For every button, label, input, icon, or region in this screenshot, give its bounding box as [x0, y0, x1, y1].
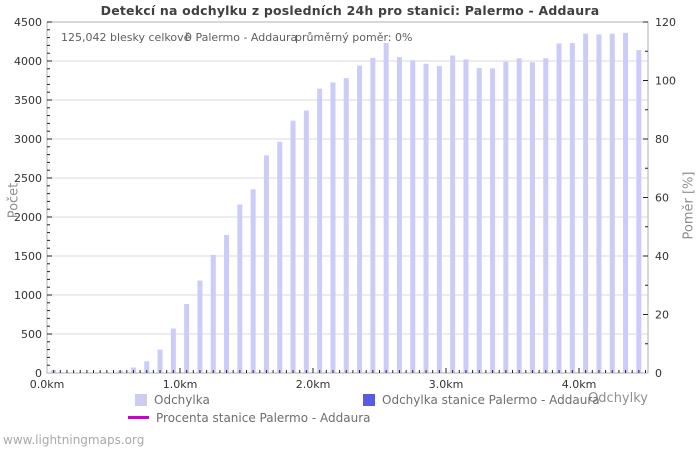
left-tick-label: 1000: [14, 289, 42, 302]
bar: [636, 50, 642, 374]
bar: [623, 32, 629, 374]
station-odchylka-swatch-icon: [363, 394, 375, 406]
legend-item-odchylka: Odchylka: [135, 393, 210, 407]
bar: [277, 141, 283, 373]
bar: [543, 58, 549, 374]
bar: [609, 33, 615, 373]
bar: [263, 155, 269, 373]
bar: [569, 43, 575, 374]
bar: [476, 68, 482, 374]
x-axis-title: Odchylky: [588, 391, 648, 406]
bar: [144, 361, 150, 373]
bar: [529, 62, 535, 374]
right-tick-label: 20: [655, 309, 669, 322]
x-tick-label: 1.0km: [163, 378, 198, 391]
legend-label: Odchylka stanice Palermo - Addaura: [382, 393, 600, 407]
chart-title: Detekcí na odchylku z posledních 24h pro…: [100, 3, 600, 18]
bar: [450, 55, 456, 373]
bar: [303, 110, 309, 373]
bar: [290, 120, 296, 373]
bar: [210, 254, 216, 373]
station-percent-line-icon: [128, 416, 149, 419]
station-count-label: 0 Palermo - Addaura: [185, 31, 298, 44]
bar: [503, 61, 509, 373]
bar: [237, 204, 243, 373]
left-tick-label: 0: [35, 367, 42, 380]
left-tick-label: 4500: [14, 16, 42, 29]
right-tick-label: 100: [655, 75, 676, 88]
x-tick-label: 3.0km: [429, 378, 464, 391]
bar: [370, 57, 376, 373]
right-tick-label: 80: [655, 133, 669, 146]
right-tick-label: 120: [655, 16, 676, 29]
bar: [184, 303, 190, 373]
legend-item-station-odchylka: Odchylka stanice Palermo - Addaura: [363, 393, 600, 407]
x-tick-label: 0.0km: [30, 378, 65, 391]
bar: [197, 280, 203, 373]
left-tick-label: 500: [21, 328, 42, 341]
bar: [224, 234, 230, 373]
bar: [396, 57, 402, 373]
bar: [596, 34, 602, 373]
bar: [423, 63, 429, 373]
right-tick-label: 0: [655, 367, 662, 380]
left-axis-title: Počet: [6, 182, 22, 219]
right-axis-title: Poměr [%]: [681, 171, 697, 240]
bar: [490, 68, 496, 373]
left-tick-label: 4000: [14, 55, 42, 68]
bar: [317, 88, 323, 373]
watermark-url: www.lightningmaps.org: [3, 433, 145, 447]
legend-item-station-percent: Procenta stanice Palermo - Addaura: [128, 411, 371, 425]
total-strikes-label: 125,042 blesky celkově: [61, 31, 191, 44]
left-tick-label: 3500: [14, 94, 42, 107]
bar: [330, 82, 336, 373]
left-tick-label: 2000: [14, 211, 42, 224]
bar: [383, 43, 389, 374]
legend-label: Procenta stanice Palermo - Addaura: [156, 411, 371, 425]
odchylka-swatch-icon: [135, 394, 147, 406]
legend-label: Odchylka: [154, 393, 210, 407]
bar: [170, 328, 176, 373]
x-tick-label: 4.0km: [562, 378, 597, 391]
bar: [343, 78, 349, 373]
bar: [157, 349, 163, 373]
bar: [436, 66, 442, 373]
left-tick-label: 3000: [14, 133, 42, 146]
bar: [410, 60, 416, 373]
x-tick-label: 2.0km: [296, 378, 331, 391]
bar: [583, 33, 589, 373]
bar: [357, 65, 363, 374]
bar: [516, 58, 522, 374]
right-tick-label: 40: [655, 250, 669, 263]
left-tick-label: 1500: [14, 250, 42, 263]
bar: [556, 43, 562, 373]
bar: [250, 189, 256, 373]
bar: [463, 59, 469, 373]
right-tick-label: 60: [655, 192, 669, 205]
average-ratio-label: průměrný poměr: 0%: [295, 31, 413, 44]
left-tick-label: 2500: [14, 172, 42, 185]
